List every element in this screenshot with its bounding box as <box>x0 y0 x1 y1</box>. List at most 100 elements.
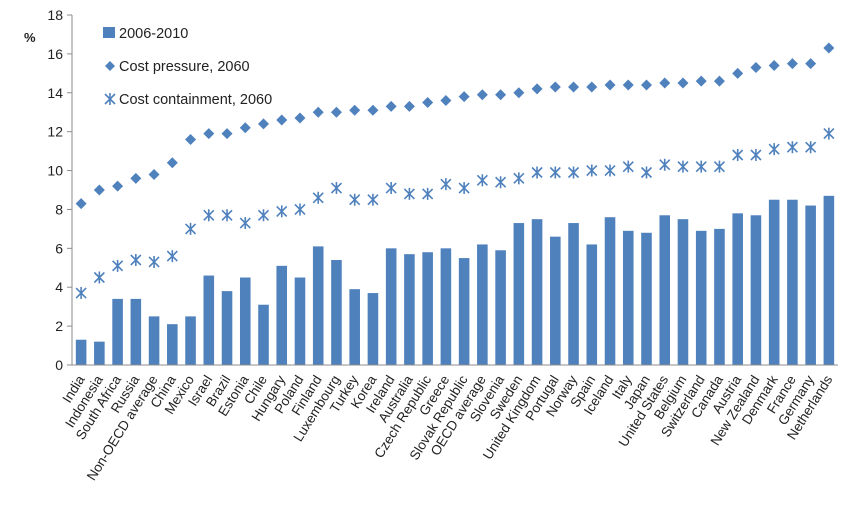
cost-containment-point-iceland <box>604 164 616 177</box>
bar-chile <box>258 304 269 365</box>
cost-containment-point-slovak-republic <box>458 182 470 195</box>
bar-indonesia <box>94 341 105 365</box>
cost-pressure-point-greece <box>440 95 452 107</box>
cost-containment-point-sweden <box>513 172 525 185</box>
bar-luxembourg <box>331 260 342 365</box>
y-tick-label: 8 <box>55 201 63 217</box>
cost-containment-point-poland <box>294 203 306 216</box>
cost-containment-point-switzerland <box>695 160 707 173</box>
bar-france <box>787 199 798 365</box>
bar-switzerland <box>695 230 707 365</box>
cost-pressure-point-indonesia <box>93 184 105 196</box>
cost-pressure-point-mexico <box>185 133 197 145</box>
cost-containment-point-indonesia <box>93 271 105 284</box>
y-tick-label: 0 <box>55 357 63 373</box>
bar-united-kingdom <box>531 219 543 365</box>
cost-containment-point-portugal <box>549 166 561 179</box>
bar-austria <box>732 213 743 365</box>
y-tick-label: 10 <box>47 163 63 179</box>
cost-pressure-point-france <box>786 58 798 70</box>
bar-belgium <box>677 219 689 365</box>
cost-pressure-point-china <box>166 157 178 169</box>
bar-south-africa <box>112 298 123 365</box>
bar-turkey <box>349 289 360 365</box>
y-tick-label: 12 <box>47 124 63 140</box>
bar-mexico <box>185 316 196 365</box>
legend-star-marker <box>104 93 116 105</box>
cost-containment-point-france <box>786 141 798 154</box>
bar-finland <box>312 246 324 365</box>
cost-pressure-point-slovenia <box>495 89 507 101</box>
bar-portugal <box>550 236 561 365</box>
cost-pressure-point-russia <box>130 172 142 184</box>
cost-pressure-point-switzerland <box>695 75 707 87</box>
bar-czech-republic <box>422 252 433 365</box>
cost-pressure-point-slovak-republic <box>458 91 470 103</box>
bar-spain <box>586 244 598 365</box>
cost-containment-point-canada <box>713 160 726 173</box>
cost-containment-point-korea <box>367 193 379 206</box>
cost-pressure-point-norway <box>568 81 580 93</box>
bar-greece <box>440 248 452 365</box>
bar-estonia <box>239 277 251 365</box>
cost-pressure-point-denmark <box>768 60 780 72</box>
cost-pressure-point-south-africa <box>112 180 124 192</box>
cost-containment-point-germany <box>805 141 817 154</box>
cost-containment-point-turkey <box>349 193 361 206</box>
axes <box>71 15 838 366</box>
cost-pressure-point-spain <box>586 81 598 93</box>
cost-containment-point-non-oecd-average <box>148 255 160 268</box>
cost-pressure-point-india <box>75 198 87 210</box>
cost-pressure-point-austria <box>732 67 744 79</box>
bar-brazil <box>221 291 233 365</box>
cost-pressure-point-ireland <box>385 100 397 112</box>
cost-containment-series <box>75 127 835 300</box>
cost-pressure-point-australia <box>403 100 415 112</box>
cost-containment-point-chile <box>257 209 270 222</box>
cost-containment-point-denmark <box>768 143 780 156</box>
cost-containment-point-russia <box>130 254 142 266</box>
cost-containment-point-china <box>166 250 178 263</box>
bar-russia <box>130 298 142 365</box>
legend-label-cost-containment: Cost containment, 2060 <box>119 92 272 108</box>
cost-containment-point-south-africa <box>112 259 124 272</box>
cost-containment-point-czech-republic <box>422 187 434 200</box>
cost-containment-point-luxembourg <box>330 182 343 195</box>
y-tick-label: 16 <box>47 46 63 62</box>
cost-pressure-point-finland <box>312 106 324 118</box>
y-tick-label: 4 <box>55 279 63 295</box>
bar-japan <box>641 232 652 365</box>
bar-australia <box>404 254 415 365</box>
bar-series <box>75 195 835 365</box>
bar-italy <box>622 230 634 365</box>
cost-pressure-point-japan <box>641 79 652 91</box>
cost-pressure-point-united-kingdom <box>531 83 543 95</box>
cost-containment-point-norway <box>567 166 580 179</box>
cost-containment-point-hungary <box>276 205 288 218</box>
cost-containment-point-india <box>75 287 87 300</box>
bar-non-oecd-average <box>148 316 160 365</box>
cost-pressure-point-oecd-average <box>476 89 488 101</box>
bar-hungary <box>276 265 288 365</box>
y-tick-label: 6 <box>55 240 63 256</box>
cost-containment-point-austria <box>732 149 744 161</box>
legend-diamond-marker <box>105 61 115 71</box>
cost-containment-point-belgium <box>677 160 689 173</box>
legend-label-bars: 2006-2010 <box>119 26 188 42</box>
cost-containment-point-mexico <box>184 222 197 235</box>
cost-pressure-point-non-oecd-average <box>148 168 160 180</box>
cost-pressure-point-sweden <box>513 87 525 99</box>
cost-pressure-point-turkey <box>349 104 361 116</box>
cost-containment-point-netherlands <box>823 127 835 140</box>
cost-containment-point-ireland <box>385 182 397 195</box>
cost-containment-point-spain <box>586 164 598 177</box>
bar-denmark <box>768 199 780 365</box>
cost-containment-point-slovenia <box>495 176 507 189</box>
cost-pressure-point-canada <box>713 75 725 87</box>
bar-germany <box>805 205 816 365</box>
bar-israel <box>203 275 215 365</box>
legend-item-cost-containment: Cost containment, 2060 <box>104 92 272 108</box>
bar-canada <box>714 228 725 365</box>
cost-pressure-series <box>75 42 835 210</box>
